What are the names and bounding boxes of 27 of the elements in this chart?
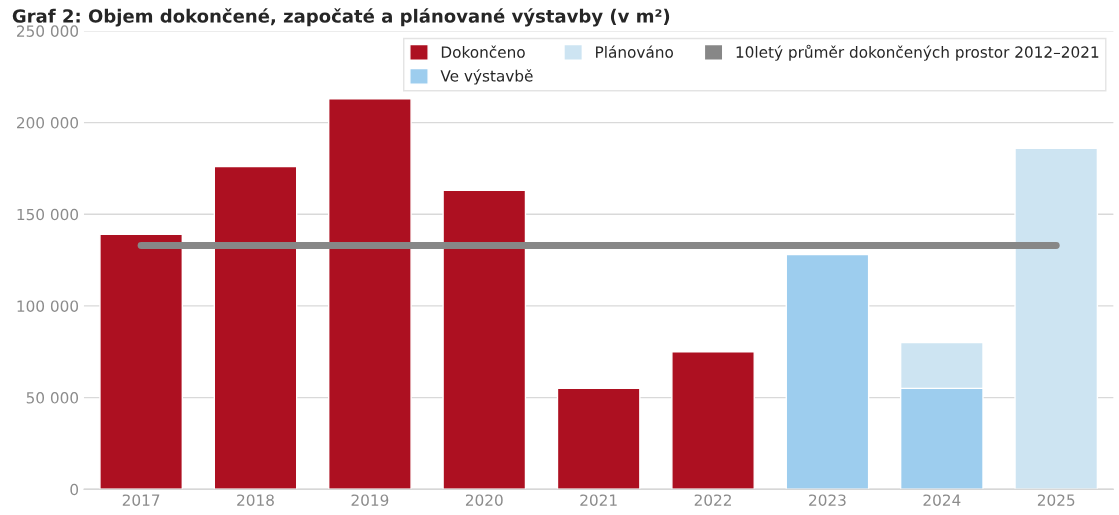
legend-label: Dokončeno bbox=[441, 45, 525, 58]
x-tick-label: 2017 bbox=[122, 494, 160, 506]
bar bbox=[442, 189, 527, 490]
x-tick-label: 2023 bbox=[809, 494, 846, 506]
y-tick-label: 50 000 bbox=[26, 392, 79, 404]
legend-label: Ve výstavbě bbox=[440, 69, 533, 85]
bar bbox=[785, 253, 870, 490]
bar bbox=[213, 165, 298, 490]
bar bbox=[1014, 147, 1099, 490]
x-tick-label: 2020 bbox=[465, 494, 503, 506]
bar bbox=[328, 98, 412, 490]
bar bbox=[99, 233, 183, 490]
legend-label: Plánováno bbox=[596, 45, 673, 58]
y-tick-label: 250 000 bbox=[17, 25, 79, 37]
bar bbox=[556, 387, 641, 490]
x-tick-label: 2019 bbox=[351, 494, 389, 506]
bar bbox=[671, 351, 755, 490]
y-tick-label: 200 000 bbox=[17, 117, 79, 129]
x-tick-label: 2022 bbox=[694, 494, 731, 506]
x-tick-label: 2018 bbox=[237, 494, 274, 506]
y-tick-label: 100 000 bbox=[17, 300, 79, 312]
legend-label: 10letý průměr dokončených prostor 2012–2021 bbox=[736, 44, 1099, 61]
x-tick-label: 2021 bbox=[580, 494, 617, 506]
y-tick-label: 0 bbox=[70, 483, 79, 496]
y-tick-label: 150 000 bbox=[17, 208, 79, 221]
x-tick-label: 2024 bbox=[923, 494, 961, 506]
x-tick-label: 2025 bbox=[1037, 494, 1075, 506]
